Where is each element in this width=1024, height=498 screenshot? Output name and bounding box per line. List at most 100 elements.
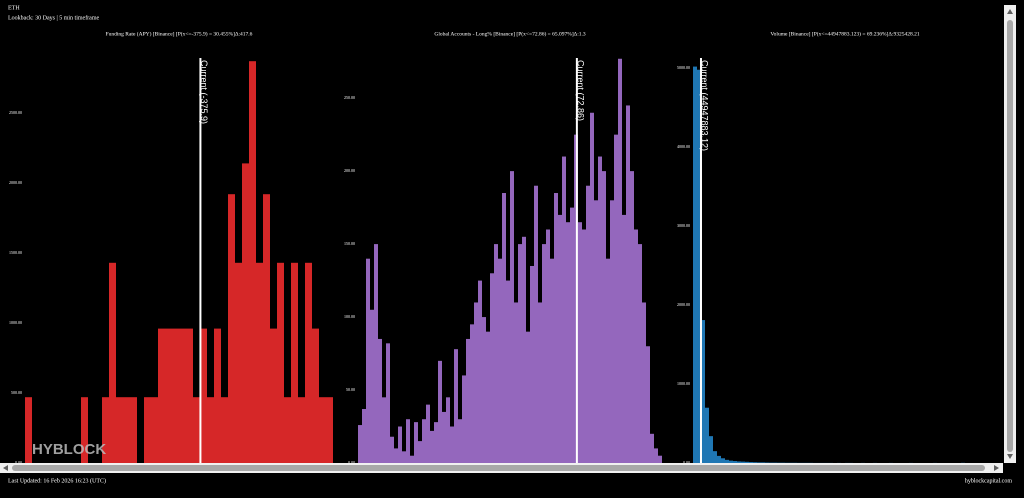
bar	[249, 61, 256, 463]
bar	[725, 459, 729, 463]
y-tick-label: 3000.00	[677, 223, 690, 228]
site: hyblockcapital.com	[965, 478, 1012, 484]
bar	[721, 458, 725, 463]
bar	[312, 328, 319, 463]
y-tick-label: 200.00	[344, 168, 355, 173]
bar	[426, 404, 430, 463]
bar	[646, 346, 650, 463]
scroll-thumb[interactable]	[12, 465, 985, 471]
bar	[490, 273, 494, 463]
bar	[650, 433, 654, 463]
bar	[602, 171, 606, 464]
bar	[378, 338, 382, 463]
bar	[514, 302, 518, 463]
bar	[749, 462, 753, 463]
chart-title: Funding Rate (APY) [Binance] [P(x<=-375.…	[106, 30, 253, 37]
bar	[221, 397, 228, 463]
bar	[741, 461, 745, 463]
bar	[284, 397, 291, 463]
bar	[518, 244, 522, 463]
bar	[717, 455, 721, 463]
bar	[151, 397, 158, 463]
bar	[386, 343, 390, 463]
bar	[598, 156, 602, 463]
lookback: Lookback: 30 Days | 5 min timeframe	[8, 14, 100, 21]
scroll-down[interactable]	[1007, 454, 1013, 459]
bar	[546, 229, 550, 463]
bar	[25, 397, 32, 463]
bar	[582, 229, 586, 463]
bar	[186, 328, 193, 463]
bar	[263, 194, 270, 463]
bar	[478, 280, 482, 463]
histogram: Funding Rate (APY) [Binance] [P(x<=-375.…	[9, 30, 333, 465]
bar	[406, 419, 410, 463]
bar	[566, 222, 570, 463]
bar	[256, 262, 263, 463]
bar	[430, 430, 434, 463]
bar	[270, 328, 277, 463]
bar	[538, 302, 542, 463]
bar	[446, 397, 450, 463]
bar	[414, 422, 418, 463]
bar	[757, 462, 761, 463]
bar	[382, 397, 386, 463]
bar	[291, 262, 298, 463]
asset: ETH	[8, 5, 20, 11]
bar	[277, 262, 284, 463]
bar	[482, 317, 486, 463]
watermark: HYBLOCK	[32, 441, 106, 458]
bar	[228, 194, 235, 463]
last-updated: Last Updated: 16 Feb 2026 16:23 (UTC)	[8, 477, 106, 484]
chart-title: Volume [Binance] [P(x<=44947883.123) = 6…	[770, 30, 919, 37]
bar	[494, 244, 498, 463]
current-label: Current (72.86)	[576, 60, 586, 121]
bar	[570, 207, 574, 463]
bar	[697, 69, 701, 463]
bar	[590, 112, 594, 463]
horizontal-scrollbar[interactable]	[0, 463, 1003, 473]
scroll-left[interactable]	[3, 465, 8, 471]
bar	[418, 441, 422, 463]
y-tick-label: 2500.00	[9, 110, 22, 115]
bar	[130, 397, 137, 463]
bar	[506, 280, 510, 463]
y-tick-label: 150.00	[344, 241, 355, 246]
bar	[398, 426, 402, 463]
bar	[474, 302, 478, 463]
vertical-scrollbar[interactable]	[1004, 5, 1016, 463]
y-tick-label: 0.00	[683, 460, 690, 465]
y-tick-label: 500.00	[11, 390, 22, 395]
bar	[654, 448, 658, 463]
bar	[713, 451, 717, 463]
y-tick-label: 2000.00	[9, 180, 22, 185]
bar	[200, 328, 207, 463]
bar	[586, 185, 590, 464]
y-tick-label: 1000.00	[9, 320, 22, 325]
scroll-right[interactable]	[994, 465, 999, 471]
bar	[634, 229, 638, 463]
histogram: Volume [Binance] [P(x<=44947883.123) = 6…	[677, 30, 965, 465]
bar	[558, 214, 562, 463]
scroll-thumb[interactable]	[1007, 20, 1013, 452]
bar	[462, 375, 466, 463]
bar	[705, 407, 709, 463]
bar	[486, 331, 490, 463]
bar	[390, 436, 394, 463]
bar	[179, 328, 186, 463]
bar	[642, 302, 646, 463]
bar	[370, 309, 374, 463]
bar	[165, 328, 172, 463]
bar	[109, 262, 116, 463]
bar	[693, 66, 697, 463]
bar	[442, 411, 446, 463]
y-tick-label: 0.00	[348, 460, 355, 465]
bar	[214, 328, 221, 463]
bar	[658, 455, 662, 463]
scroll-up[interactable]	[1007, 9, 1013, 14]
y-tick-label: 50.00	[346, 387, 355, 392]
bar	[235, 262, 242, 463]
bar	[362, 409, 366, 463]
